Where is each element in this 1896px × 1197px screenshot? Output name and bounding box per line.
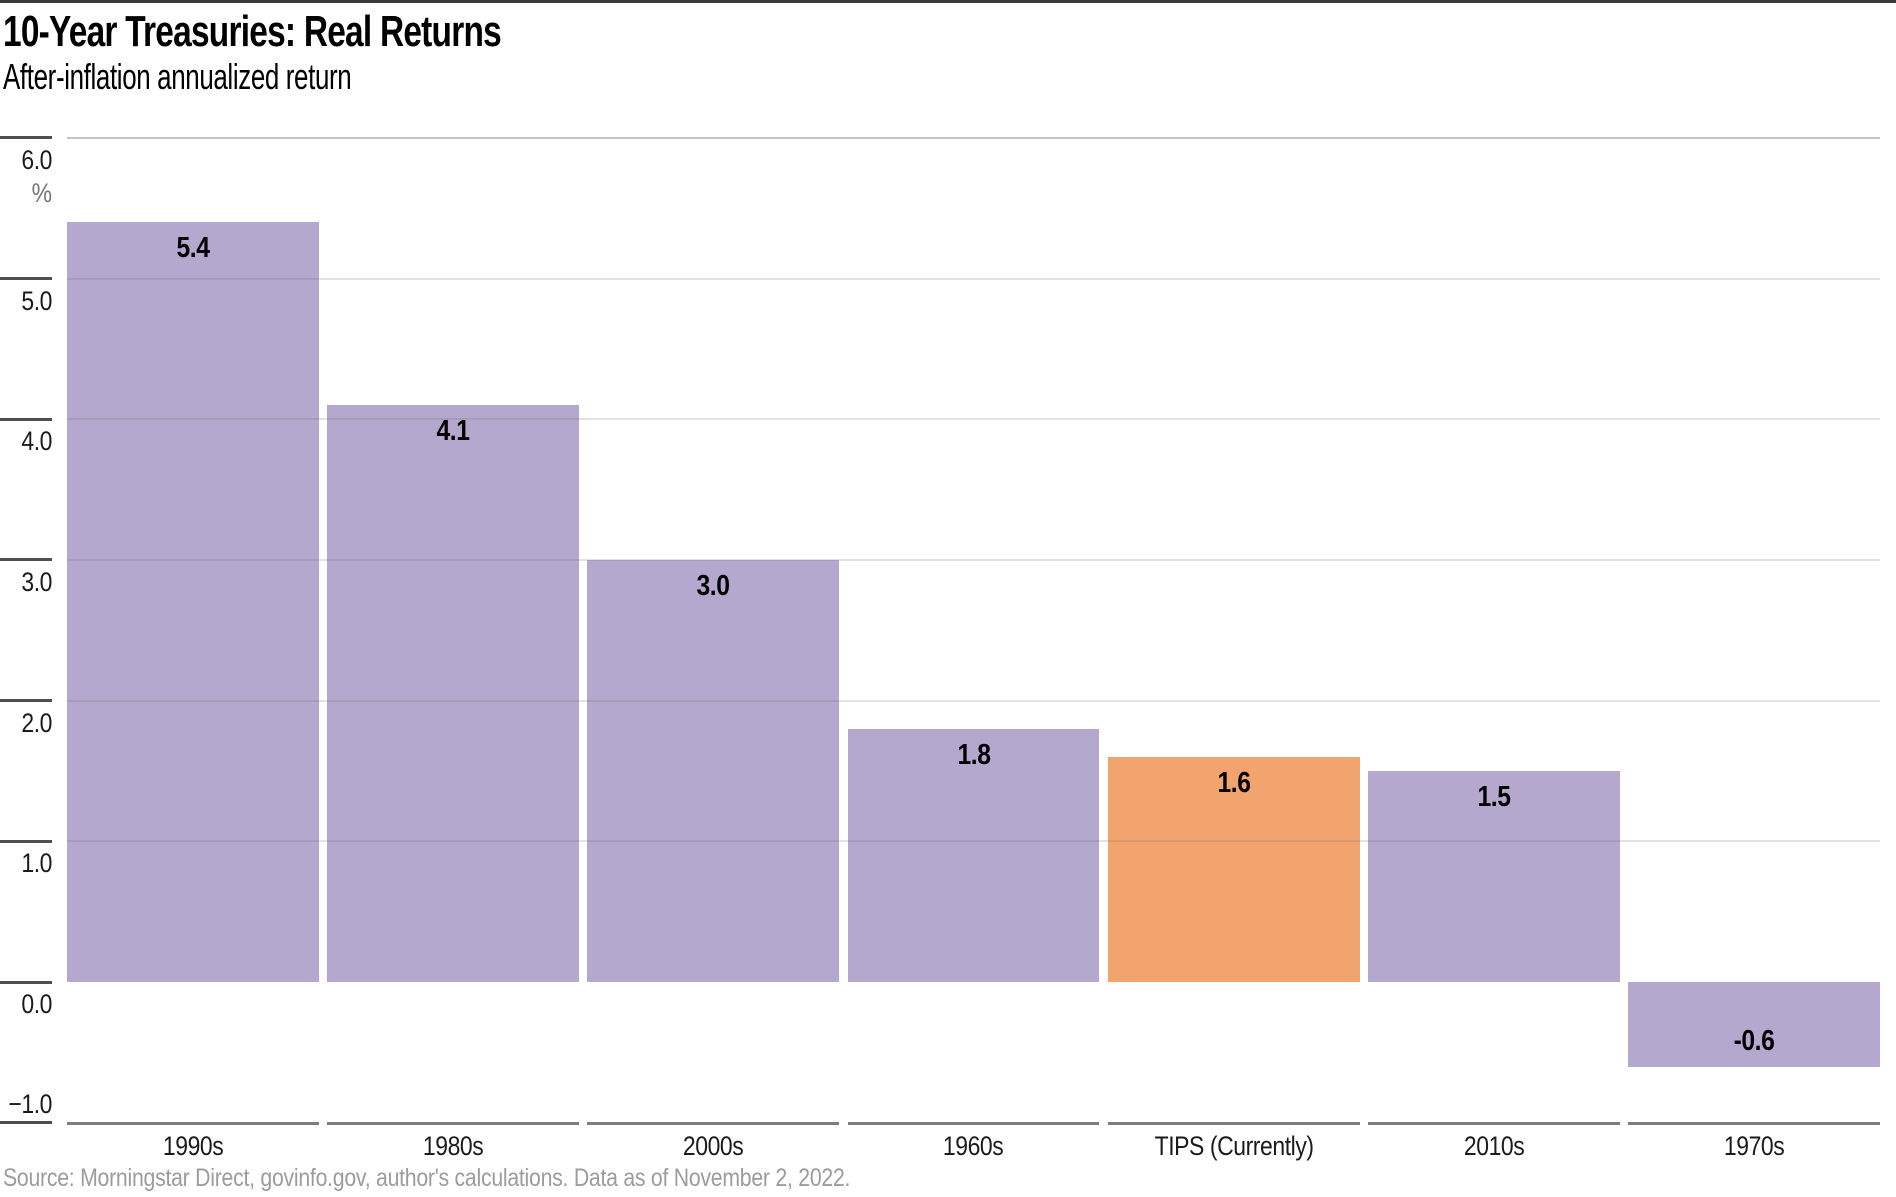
y-axis-tickmark <box>0 417 52 421</box>
gridline <box>67 699 1880 702</box>
y-axis-tickmark <box>0 699 52 703</box>
bar-2000s <box>587 559 840 983</box>
x-axis-segment <box>1107 1121 1360 1125</box>
gridline <box>67 418 1880 421</box>
chart-subtitle: After-inflation annualized return <box>3 56 352 97</box>
x-axis-label: 2010s <box>1463 1131 1525 1161</box>
x-axis-segment <box>587 1121 840 1125</box>
x-axis-segment <box>67 1121 319 1125</box>
bar-2010s <box>1368 771 1620 983</box>
bar-value-label: 4.1 <box>436 415 470 448</box>
bar-1990s <box>67 222 319 983</box>
y-axis-tick-label: 0.0 <box>21 989 52 1020</box>
y-axis-tickmark <box>0 277 52 281</box>
bar-1960s <box>847 728 1100 983</box>
chart-title: 10-Year Treasuries: Real Returns <box>3 7 502 56</box>
bar-value-label: 1.8 <box>956 738 990 771</box>
bar-value-label: -0.6 <box>1733 1024 1775 1057</box>
y-axis-tick-label: 1.0 <box>21 848 52 879</box>
bar-1980s <box>327 405 579 983</box>
top-rule <box>0 0 1896 3</box>
y-axis-tick-label: 2.0 <box>21 707 52 738</box>
x-axis-segment <box>1368 1121 1620 1125</box>
y-axis-tickmark <box>0 980 52 984</box>
bar-value-label: 5.4 <box>176 232 210 265</box>
gridline <box>67 840 1880 843</box>
gridline <box>67 277 1880 280</box>
x-axis-label: 1980s <box>422 1131 484 1161</box>
bar-value-label: 3.0 <box>696 569 730 602</box>
x-axis-segment <box>327 1121 579 1125</box>
y-axis-tick-label: 3.0 <box>21 566 52 597</box>
gridline <box>67 558 1880 561</box>
y-axis-tickmark <box>0 1121 52 1125</box>
y-axis-tick-label: 4.0 <box>21 426 52 457</box>
x-axis-label: 1990s <box>162 1131 224 1161</box>
x-axis-label: 1970s <box>1723 1131 1785 1161</box>
y-axis-tick-label: 6.0 <box>21 144 52 175</box>
bar-value-label: 1.6 <box>1217 766 1251 799</box>
y-axis-tick-label: −1.0 <box>8 1088 52 1119</box>
x-axis-label: TIPS (Currently) <box>1154 1131 1314 1161</box>
x-axis-segment <box>847 1121 1100 1125</box>
y-axis-unit-label: % <box>31 177 52 208</box>
y-axis-tick-label: 5.0 <box>21 285 52 316</box>
y-axis-tickmark <box>0 558 52 562</box>
gridline <box>67 136 1880 139</box>
bar-tips-currently- <box>1107 756 1360 983</box>
x-axis-label: 2000s <box>683 1131 744 1161</box>
y-axis-tickmark <box>0 839 52 843</box>
y-axis-tickmark <box>0 136 52 140</box>
x-axis-label: 1960s <box>943 1131 1004 1161</box>
x-axis-segment <box>1628 1121 1880 1125</box>
source-note: Source: Morningstar Direct, govinfo.gov,… <box>3 1164 851 1192</box>
bar-value-label: 1.5 <box>1477 781 1511 814</box>
bar-1970s <box>1628 982 1880 1067</box>
